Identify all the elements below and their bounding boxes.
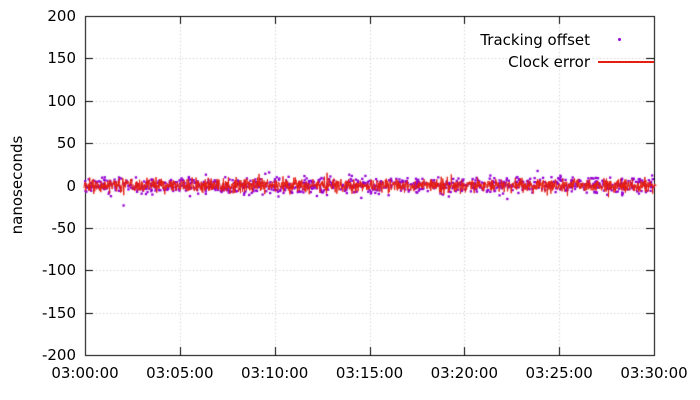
x-tick-label: 03:05:00 (146, 364, 214, 382)
x-tick-label: 03:15:00 (335, 364, 404, 382)
x-tick-label: 03:25:00 (525, 364, 593, 382)
y-tick-label: -200 (41, 346, 76, 364)
legend: Tracking offset Clock error (480, 29, 654, 73)
legend-entry-clock-error: Clock error (480, 51, 654, 73)
legend-label-clock-error: Clock error (508, 53, 590, 71)
y-tick-label: 0 (66, 176, 76, 195)
clock-error-marker (590, 51, 654, 73)
legend-entry-tracking-offset: Tracking offset (480, 29, 654, 51)
y-tick-label: -100 (41, 261, 76, 280)
y-tick-label: 50 (56, 134, 76, 153)
tracking-offset-marker (590, 29, 654, 51)
x-tick-label: 03:30:00 (620, 364, 688, 382)
point-marker-icon (618, 38, 621, 41)
y-tick-label: -50 (51, 218, 77, 237)
legend-label-tracking-offset: Tracking offset (480, 31, 590, 49)
x-tick-label: 03:20:00 (430, 364, 499, 382)
x-tick-label: 03:10:00 (240, 364, 309, 382)
y-tick-label: 150 (47, 49, 76, 68)
y-tick-label: 200 (47, 7, 76, 25)
y-tick-label: 100 (47, 91, 76, 110)
x-tick-label: 03:00:00 (51, 364, 119, 382)
y-tick-label: -150 (41, 303, 76, 322)
line-marker-icon (598, 61, 654, 63)
